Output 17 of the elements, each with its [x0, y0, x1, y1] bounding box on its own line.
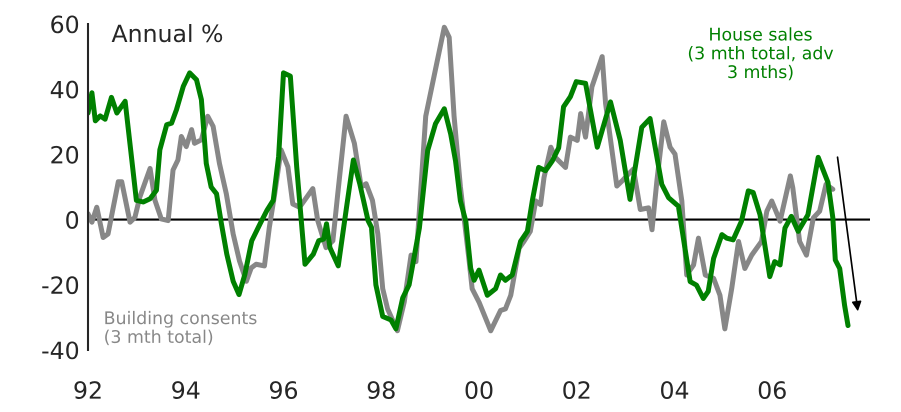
x-tick-label: 94 — [172, 381, 200, 399]
y-tick-label: -20 — [42, 276, 78, 294]
x-tick-label: 06 — [758, 381, 786, 399]
y-tick-label: 20 — [51, 146, 78, 164]
x-tick-label: 96 — [270, 381, 298, 399]
x-tick-label: 00 — [466, 381, 492, 399]
annotation: Annual % — [112, 24, 222, 42]
series-label: Building consents (3 mth total) — [105, 310, 256, 346]
y-tick-label: 0 — [66, 211, 78, 229]
text: House sales (3 mth total, adv 3 mths) — [688, 27, 834, 80]
x-tick-label: 04 — [661, 381, 688, 399]
x-tick-label: 02 — [563, 381, 590, 399]
x-tick-label: 92 — [74, 381, 101, 399]
x-tick-label: 98 — [368, 381, 395, 399]
y-tick-label: 60 — [51, 15, 78, 34]
y-tick-label: -40 — [42, 341, 78, 360]
y-tick-label: 40 — [50, 80, 78, 99]
